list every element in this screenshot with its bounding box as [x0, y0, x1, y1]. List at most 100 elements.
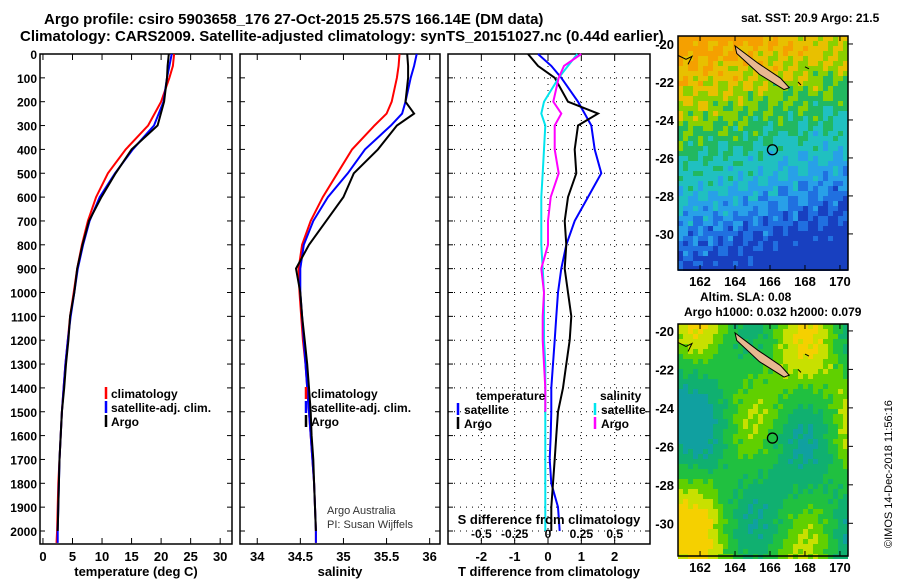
map-cell: [833, 66, 838, 71]
map-cell: [703, 504, 708, 509]
map-cell: [693, 106, 698, 111]
map-cell: [703, 484, 708, 489]
map-cell: [773, 344, 778, 349]
map-cell: [688, 539, 693, 544]
map-cell: [703, 151, 708, 156]
map-cell: [768, 484, 773, 489]
map-cell: [803, 379, 808, 384]
map-cell: [768, 191, 773, 196]
map-cell: [753, 46, 758, 51]
map-cell: [843, 504, 848, 509]
map-cell: [748, 519, 753, 524]
map-cell: [733, 221, 738, 226]
map-cell: [743, 494, 748, 499]
map-cell: [788, 419, 793, 424]
map-cell: [758, 221, 763, 226]
map-cell: [758, 146, 763, 151]
map-cell: [783, 399, 788, 404]
map-cell: [738, 241, 743, 246]
map-cell: [678, 429, 683, 434]
map-cell: [748, 86, 753, 91]
map-cell: [793, 136, 798, 141]
map-cell: [713, 349, 718, 354]
map-cell: [823, 419, 828, 424]
map-cell: [773, 256, 778, 261]
map-cell: [818, 394, 823, 399]
map-cell: [803, 131, 808, 136]
map-cell: [778, 251, 783, 256]
map-cell: [793, 524, 798, 529]
map-cell: [828, 539, 833, 544]
map-cell: [693, 216, 698, 221]
map-cell: [793, 241, 798, 246]
map-cell: [813, 241, 818, 246]
map-cell: [678, 56, 683, 61]
series-line-argo: [294, 53, 416, 532]
map-cell: [763, 191, 768, 196]
map-cell: [768, 374, 773, 379]
map-cell: [748, 81, 753, 86]
map-cell: [733, 544, 738, 549]
map-cell: [798, 101, 803, 106]
map-cell: [818, 464, 823, 469]
map-cell: [838, 221, 843, 226]
map-cell: [748, 266, 753, 271]
map-cell: [818, 354, 823, 359]
map-cell: [773, 434, 778, 439]
map-cell: [778, 414, 783, 419]
map-cell: [678, 46, 683, 51]
map-cell: [783, 464, 788, 469]
map-cell: [838, 354, 843, 359]
map-cell: [748, 71, 753, 76]
map-cell: [723, 111, 728, 116]
map-cell: [808, 91, 813, 96]
map-cell: [758, 136, 763, 141]
map-cell: [838, 409, 843, 414]
map-cell: [768, 96, 773, 101]
map-cell: [683, 101, 688, 106]
map-cell: [698, 534, 703, 539]
map-cell: [708, 221, 713, 226]
map-cell: [823, 231, 828, 236]
map-cell: [743, 464, 748, 469]
map-cell: [708, 504, 713, 509]
map-cell: [798, 509, 803, 514]
map-cell: [698, 464, 703, 469]
map-cell: [733, 429, 738, 434]
map-cell: [843, 424, 848, 429]
map-cell: [818, 116, 823, 121]
map-cell: [678, 509, 683, 514]
map-cell: [748, 261, 753, 266]
map-cell: [733, 231, 738, 236]
map-cell: [743, 449, 748, 454]
map-cell: [818, 374, 823, 379]
map-cell: [718, 206, 723, 211]
map-cell: [803, 266, 808, 271]
map-cell: [798, 176, 803, 181]
map-cell: [833, 354, 838, 359]
map-cell: [738, 399, 743, 404]
map-cell: [793, 539, 798, 544]
map-cell: [728, 334, 733, 339]
map-cell: [693, 206, 698, 211]
map-cell: [738, 181, 743, 186]
map-cell: [798, 216, 803, 221]
map-cell: [683, 236, 688, 241]
map-cell: [723, 349, 728, 354]
map-cell: [843, 529, 848, 534]
map-cell: [838, 216, 843, 221]
map-cell: [698, 364, 703, 369]
map-cell: [758, 529, 763, 534]
map-cell: [743, 61, 748, 66]
map-cell: [828, 429, 833, 434]
map-cell: [753, 246, 758, 251]
map-cell: [763, 96, 768, 101]
map-cell: [768, 419, 773, 424]
map-cell: [778, 499, 783, 504]
map-cell: [743, 489, 748, 494]
map-cell: [718, 61, 723, 66]
map-cell: [823, 186, 828, 191]
map-cell: [728, 136, 733, 141]
map-cell: [678, 231, 683, 236]
map-cell: [748, 479, 753, 484]
